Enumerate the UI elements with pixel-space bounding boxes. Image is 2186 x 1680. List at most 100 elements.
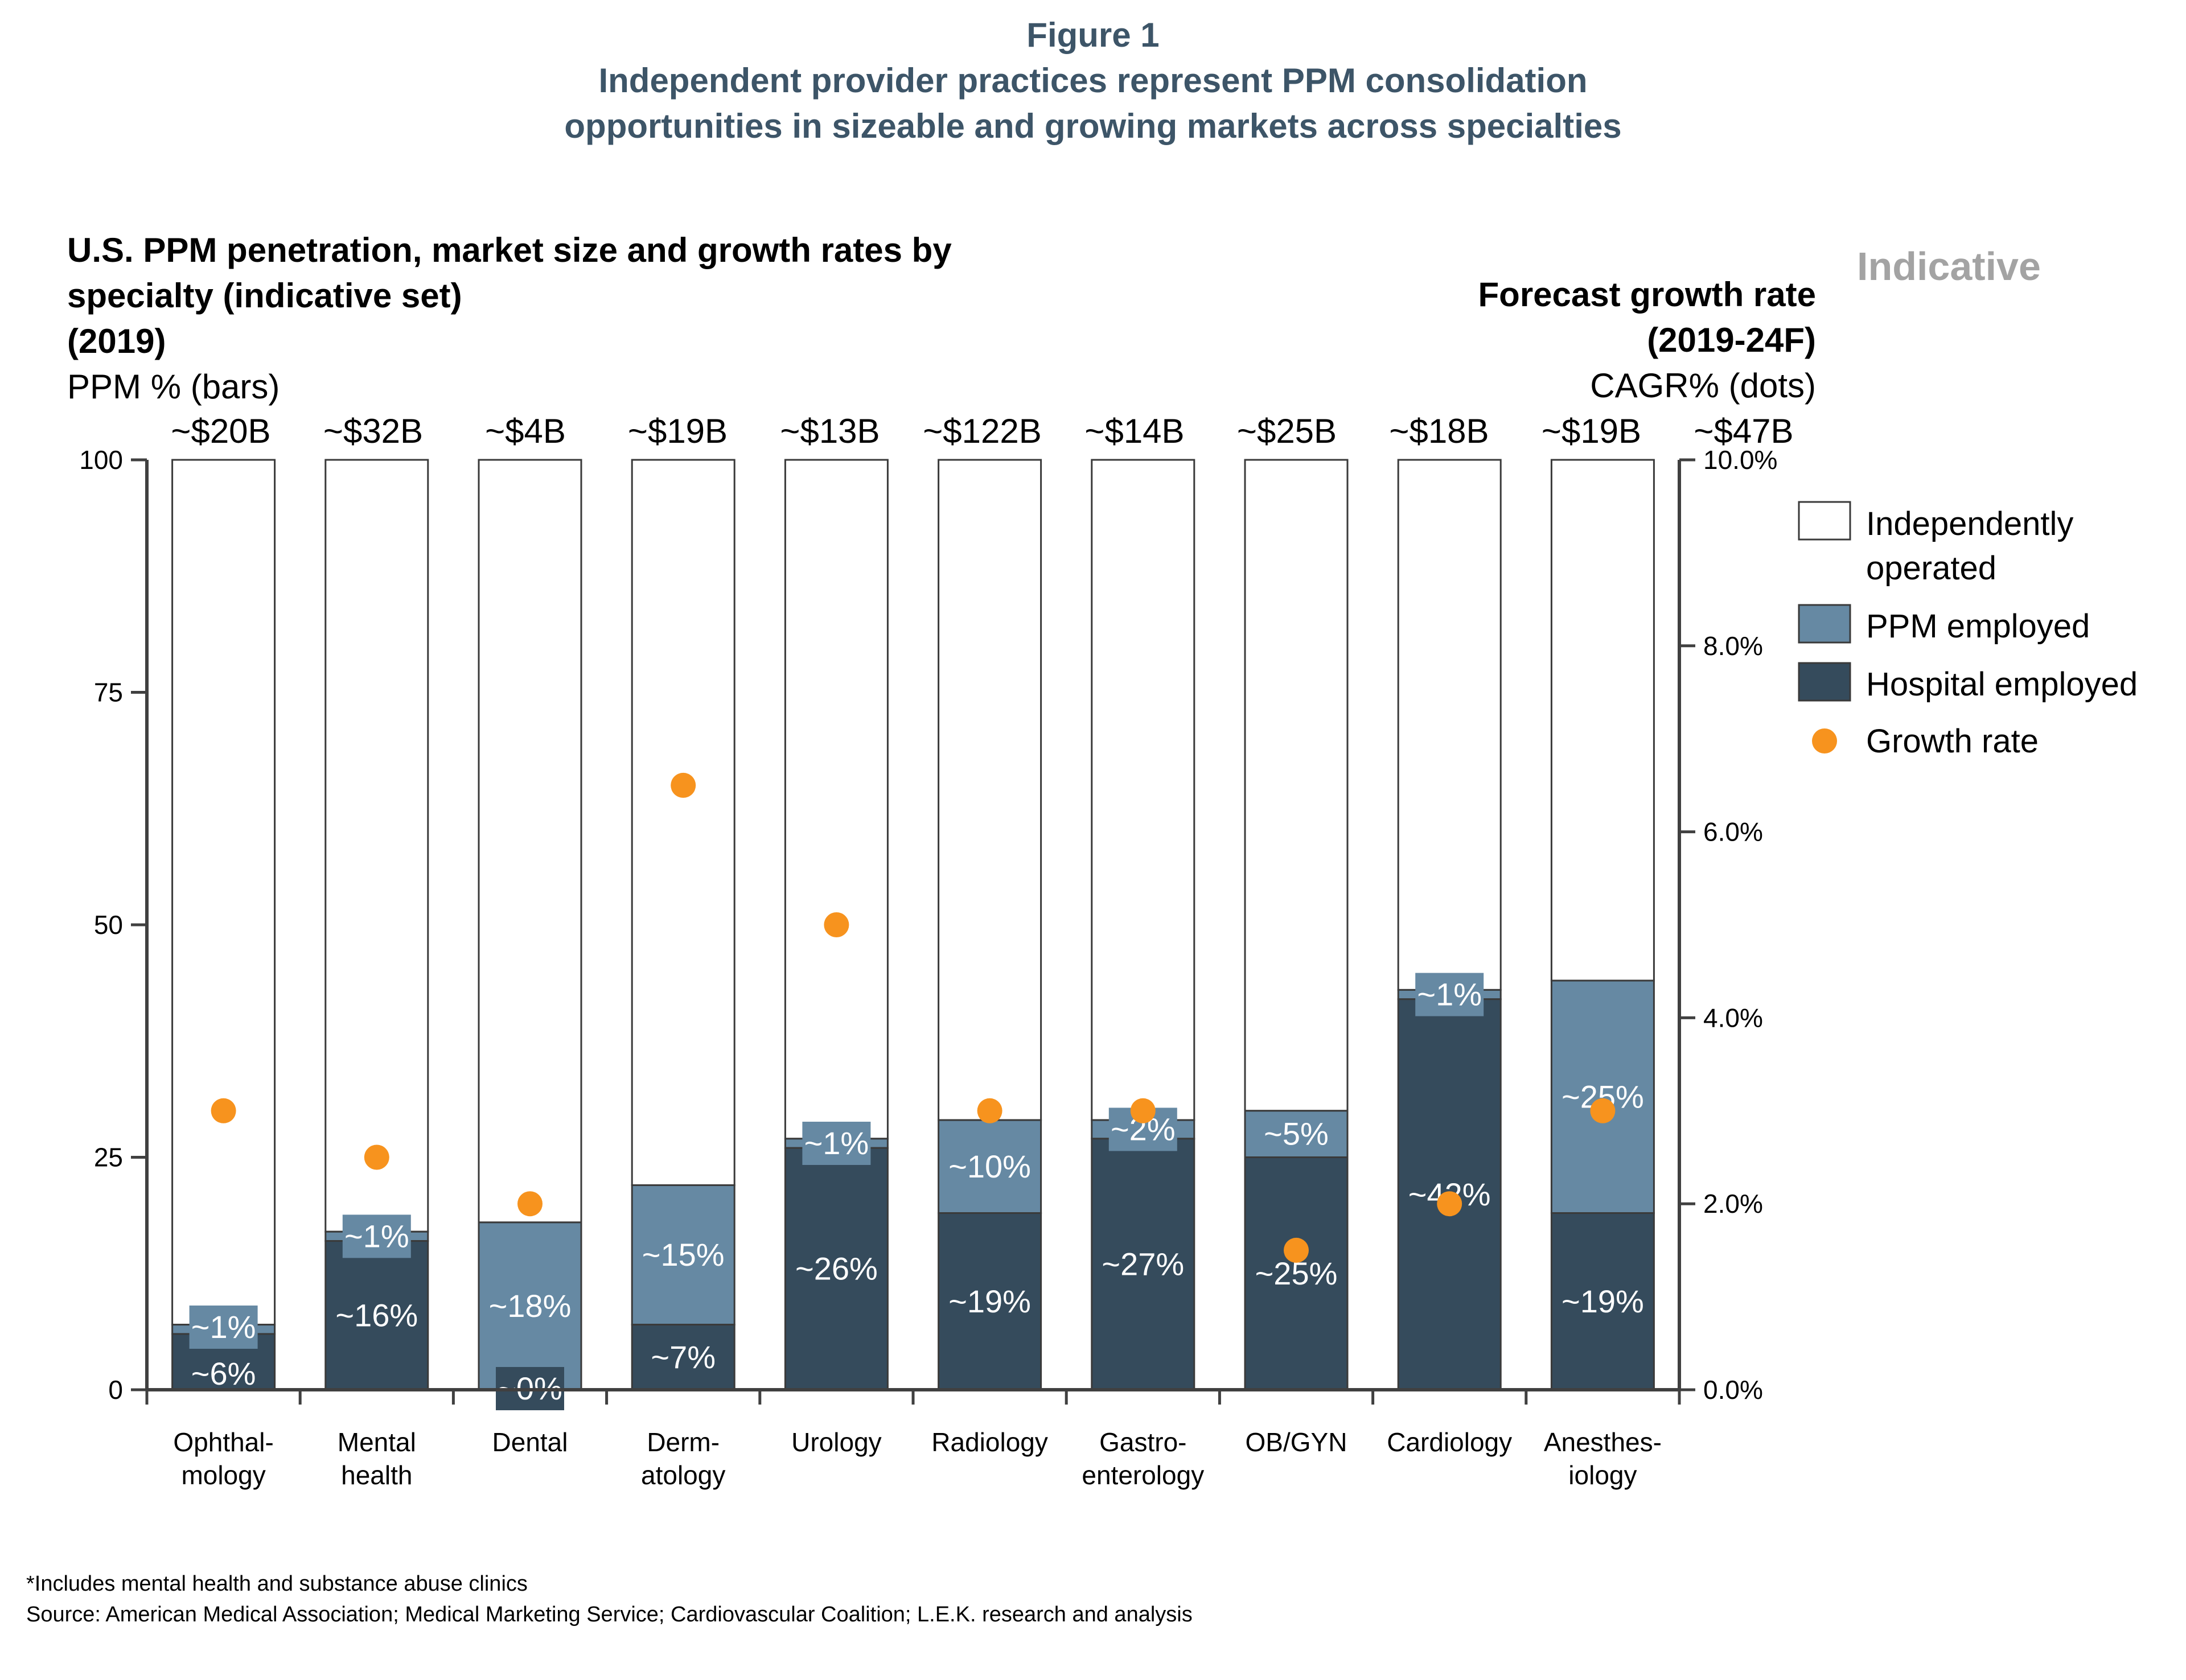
- ppm-data-label: ~10%: [948, 1148, 1031, 1184]
- category-label: Dental: [492, 1427, 568, 1457]
- legend-label-independent-line-2: operated: [1866, 550, 1996, 587]
- bar-independent: [1550, 459, 1655, 982]
- bar-independent: [784, 459, 889, 1140]
- market-size-label: ~$25B: [1237, 412, 1337, 450]
- category-label: Ophthal-: [173, 1427, 273, 1457]
- bar-independent: [1091, 459, 1195, 1121]
- growth-rate-dot: [1590, 1098, 1616, 1123]
- ppm-data-label: ~1%: [191, 1309, 256, 1345]
- left-axis-tick-label: 100: [79, 445, 123, 475]
- left-axis-tick-label: 50: [94, 910, 123, 940]
- growth-rate-dot: [977, 1098, 1002, 1123]
- market-size-label: ~$13B: [780, 412, 880, 450]
- category-label: health: [341, 1460, 412, 1490]
- left-axis-tick-label: 25: [94, 1143, 123, 1172]
- source-note: Source: American Medical Association; Me…: [26, 1603, 1193, 1627]
- growth-rate-dot: [1284, 1237, 1309, 1263]
- hospital-data-label: ~26%: [795, 1251, 878, 1287]
- legend-swatch-growth: [1812, 728, 1837, 753]
- market-size-label: ~$20B: [171, 412, 270, 450]
- market-size-label: ~$18B: [1389, 412, 1489, 450]
- bar-independent: [171, 459, 276, 1326]
- category-label: Urology: [791, 1427, 882, 1457]
- growth-rate-dot: [824, 912, 849, 937]
- bar-independent: [938, 459, 1042, 1121]
- legend-label-ppm: PPM employed: [1866, 608, 2090, 645]
- growth-rate-dot: [1437, 1191, 1462, 1217]
- market-size-label: ~$32B: [323, 412, 423, 450]
- left-title-line-3: (2019): [67, 322, 166, 360]
- right-axis-tick-label: 8.0%: [1703, 631, 1763, 661]
- right-chart-title: Forecast growth rate (2019-24F) CAGR% (d…: [1478, 272, 1816, 409]
- indicative-label: Indicative: [1857, 244, 2041, 289]
- ppm-data-label: ~18%: [489, 1288, 572, 1324]
- hospital-data-label: ~16%: [335, 1297, 418, 1333]
- bar-hospital-employed: [324, 1240, 429, 1391]
- left-chart-title: U.S. PPM penetration, market size and gr…: [67, 228, 952, 410]
- ppm-label-box: [802, 1121, 871, 1165]
- hospital-data-label: ~7%: [651, 1339, 716, 1375]
- footnote: *Includes mental health and substance ab…: [26, 1572, 528, 1596]
- ppm-data-label: ~1%: [1417, 977, 1482, 1012]
- right-title-line-2: (2019-24F): [1647, 321, 1816, 359]
- category-label: Gastro-: [1099, 1427, 1186, 1457]
- legend-label-independent-line-1: Independently: [1866, 505, 2073, 542]
- growth-rate-dot: [671, 772, 696, 798]
- bar-independent: [631, 459, 735, 1187]
- category-label: Mental: [338, 1427, 416, 1457]
- left-axis-note: PPM % (bars): [67, 368, 280, 406]
- bar-hospital-employed: [938, 1212, 1042, 1391]
- bar-hospital-employed: [1091, 1138, 1195, 1391]
- bar-hospital-employed: [631, 1324, 735, 1391]
- headline-line-1: Independent provider practices represent…: [598, 61, 1588, 100]
- left-title-line-1: U.S. PPM penetration, market size and gr…: [67, 231, 952, 269]
- growth-rate-dot: [211, 1098, 236, 1123]
- bar-ppm-employed: [1550, 979, 1655, 1214]
- bar-hospital-employed: [1550, 1212, 1655, 1391]
- category-label: Cardiology: [1387, 1427, 1512, 1457]
- growth-rate-dot: [364, 1144, 389, 1170]
- right-axis-tick-label: 2.0%: [1703, 1189, 1763, 1218]
- left-axis-tick-label: 75: [94, 678, 123, 707]
- hospital-data-label: ~27%: [1102, 1246, 1184, 1282]
- category-label: mology: [181, 1460, 265, 1490]
- ppm-label-box: [1262, 1112, 1330, 1156]
- right-axis-note: CAGR% (dots): [1590, 367, 1816, 405]
- ppm-label-box: [189, 1306, 258, 1349]
- legend-swatch-hospital: [1798, 662, 1851, 702]
- ppm-data-label: ~1%: [344, 1218, 409, 1254]
- category-label: iology: [1568, 1460, 1637, 1490]
- bar-hospital-employed: [784, 1147, 889, 1391]
- market-size-label: ~$19B: [1542, 412, 1641, 450]
- right-axis-tick-label: 0.0%: [1703, 1375, 1763, 1405]
- right-axis-tick-label: 4.0%: [1703, 1003, 1763, 1032]
- bar-ppm-employed: [938, 1119, 1042, 1214]
- legend-label-hospital: Hospital employed: [1866, 666, 2138, 703]
- legend-label-growth: Growth rate: [1866, 723, 2039, 760]
- legend-swatch-independent: [1798, 501, 1851, 541]
- category-label: Derm-: [647, 1427, 720, 1457]
- left-title-line-2: specialty (indicative set): [67, 277, 462, 315]
- growth-rate-dot: [1130, 1098, 1156, 1123]
- legend-swatch-ppm: [1798, 604, 1851, 644]
- market-size-label: ~$4B: [485, 412, 566, 450]
- category-label: Anesthes-: [1544, 1427, 1662, 1457]
- ppm-data-label: ~15%: [642, 1237, 725, 1273]
- right-axis-tick-label: 6.0%: [1703, 817, 1763, 847]
- ppm-label-box: [342, 1214, 411, 1258]
- market-size-label: ~$122B: [923, 412, 1042, 450]
- ppm-data-label: ~1%: [804, 1125, 869, 1161]
- left-axis-tick-label: 0: [108, 1375, 123, 1405]
- figure-label: Figure 1: [1026, 16, 1160, 54]
- bar-independent: [1244, 459, 1349, 1112]
- market-size-label: ~$14B: [1084, 412, 1184, 450]
- hospital-data-label: ~19%: [948, 1283, 1031, 1319]
- market-size-label: ~$47B: [1694, 412, 1793, 450]
- category-label: atology: [641, 1460, 725, 1490]
- category-label: enterology: [1082, 1460, 1204, 1490]
- bar-ppm-employed: [478, 1221, 582, 1391]
- bar-hospital-employed: [1244, 1156, 1349, 1391]
- right-title-line-1: Forecast growth rate: [1478, 275, 1816, 314]
- bar-independent: [324, 459, 429, 1233]
